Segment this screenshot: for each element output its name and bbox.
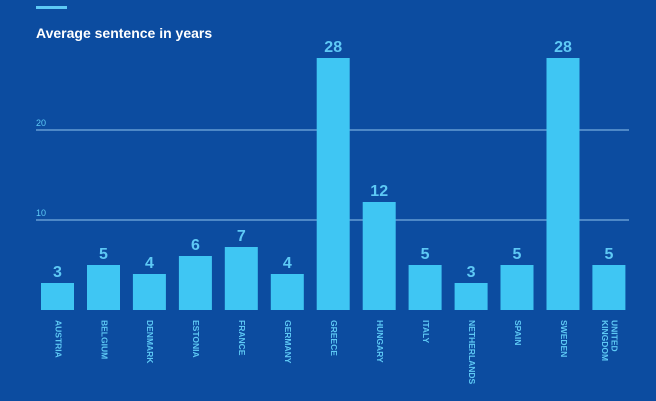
- bar-united-kingdom: [592, 265, 626, 310]
- bars: [41, 58, 626, 310]
- bar-germany: [270, 274, 304, 310]
- bar-austria: [41, 283, 74, 310]
- gridline-label-10: 10: [36, 208, 46, 218]
- value-label: 5: [99, 246, 108, 263]
- bar-france: [224, 247, 258, 310]
- bar-belgium: [87, 265, 120, 310]
- category-label: GERMANY: [283, 320, 293, 364]
- bar-greece: [316, 58, 350, 310]
- value-label: 6: [191, 237, 200, 254]
- bar-estonia: [178, 256, 212, 310]
- value-label: 5: [513, 246, 522, 263]
- category-label: HUNGARY: [375, 320, 385, 363]
- category-label: AUSTRIA: [53, 320, 63, 358]
- accent-bar: [36, 6, 67, 9]
- category-label: ITALY: [421, 320, 431, 343]
- value-label: 5: [421, 246, 430, 263]
- category-label: UNITEDKINGDOM: [600, 320, 620, 361]
- category-label: SWEDEN: [559, 320, 569, 357]
- value-label: 7: [237, 228, 246, 245]
- bar-italy: [408, 265, 442, 310]
- category-label: GREECE: [329, 320, 339, 356]
- chart-title: Average sentence in years: [36, 25, 212, 41]
- category-label: SPAIN: [513, 320, 523, 345]
- value-labels: 3 5 4 6 7 4 28 12 5 3 5 28 5: [53, 39, 613, 281]
- value-label: 3: [467, 264, 476, 281]
- value-label: 4: [283, 255, 292, 272]
- bar-hungary: [362, 202, 396, 310]
- value-label: 4: [145, 255, 154, 272]
- value-label: 12: [370, 183, 388, 200]
- category-label: ESTONIA: [191, 320, 201, 358]
- category-label: DENMARK: [145, 320, 155, 364]
- value-label: 5: [604, 246, 613, 263]
- gridline-label-20: 20: [36, 118, 46, 128]
- value-label: 28: [324, 39, 342, 56]
- bar-denmark: [132, 274, 166, 310]
- category-label: BELGIUM: [99, 320, 109, 359]
- bar-spain: [500, 265, 534, 310]
- value-label: 28: [554, 39, 572, 56]
- category-label: NETHERLANDS: [467, 320, 477, 385]
- bar-sweden: [546, 58, 580, 310]
- category-label: FRANCE: [237, 320, 247, 356]
- category-labels: AUSTRIA BELGIUM DENMARK ESTONIA FRANCE GERMAN…: [53, 320, 619, 385]
- value-label: 3: [53, 264, 62, 281]
- bar-netherlands: [454, 283, 488, 310]
